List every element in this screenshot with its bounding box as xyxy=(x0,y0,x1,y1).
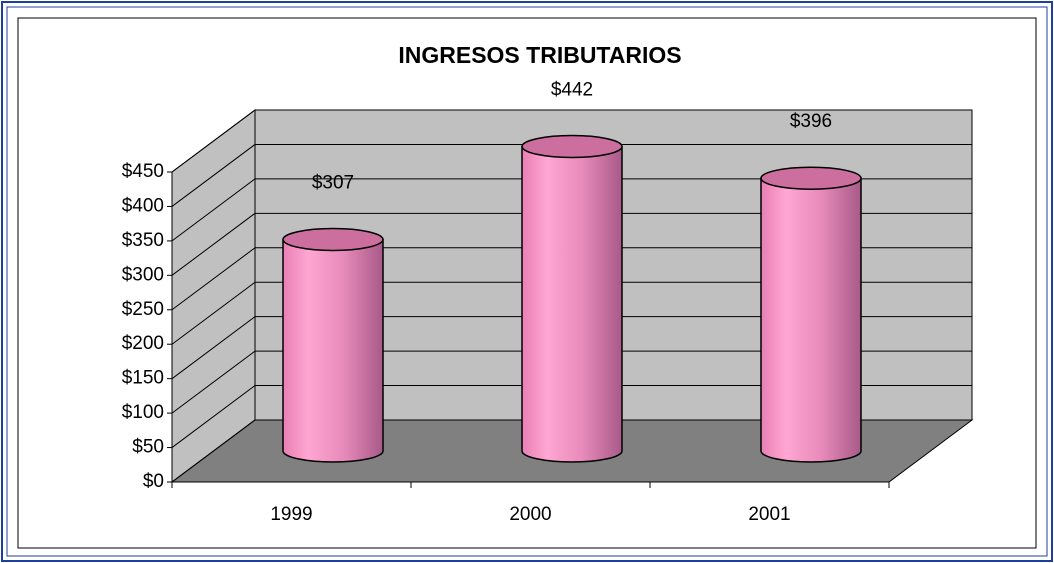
x-tick-label: 1999 xyxy=(270,504,312,525)
grid-line-side xyxy=(171,281,256,345)
x-tick-label: 2000 xyxy=(509,504,551,525)
cylinder-top xyxy=(521,134,623,159)
grid-line-side xyxy=(171,316,256,380)
chart-title: INGRESOS TRIBUTARIOS xyxy=(398,42,681,68)
cylinder-body xyxy=(282,238,384,463)
cylinder-body xyxy=(760,177,862,463)
y-tick-label: $50 xyxy=(132,437,164,458)
y-tick-label: $350 xyxy=(122,230,164,251)
y-tick-label: $450 xyxy=(122,161,164,182)
y-tick-label: $100 xyxy=(122,402,164,423)
y-tick-label: $0 xyxy=(143,471,164,492)
value-label: $396 xyxy=(790,111,832,132)
x-tick-label: 2001 xyxy=(748,504,790,525)
outer-border-inner xyxy=(6,6,1048,557)
cylinder-body xyxy=(521,145,623,463)
grid-line-side xyxy=(171,419,256,483)
grid-line-side xyxy=(171,178,256,242)
grid-line-side xyxy=(171,144,256,207)
cylinder-top xyxy=(760,166,862,190)
grid-line-side xyxy=(171,109,256,173)
y-tick-label: $400 xyxy=(122,195,164,216)
grid-line-side xyxy=(171,385,256,448)
value-label: $442 xyxy=(551,80,593,101)
y-tick-label: $300 xyxy=(122,264,164,285)
grid-line-side xyxy=(171,247,256,311)
y-tick-label: $150 xyxy=(122,368,164,389)
left-wall xyxy=(171,109,256,483)
y-tick-label: $250 xyxy=(122,299,164,320)
value-label: $307 xyxy=(312,173,354,194)
grid-line-side xyxy=(171,350,256,414)
cylinder-top xyxy=(282,227,384,252)
y-tick-label: $200 xyxy=(122,333,164,354)
grid-line-side xyxy=(171,212,256,276)
